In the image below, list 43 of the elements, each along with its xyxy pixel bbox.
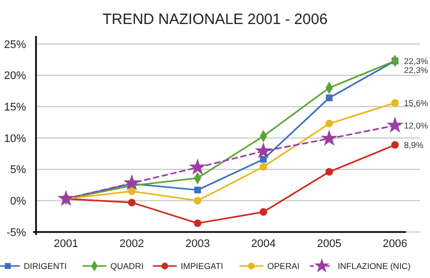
point — [57, 190, 75, 206]
point — [123, 174, 140, 190]
x-tick-label: 2003 — [185, 238, 210, 250]
x-tick-label: 2004 — [251, 238, 276, 250]
y-tick-label: 5% — [10, 164, 26, 176]
point — [325, 120, 333, 128]
point — [194, 196, 202, 204]
x-tick-label: 2001 — [54, 238, 78, 250]
legend-label: DIRIGENTI — [24, 260, 67, 271]
data-label: 15,6% — [404, 98, 429, 108]
y-tick-label: 25% — [4, 38, 26, 51]
y-tick-label: 20% — [4, 70, 26, 82]
y-tick-label: 0% — [10, 196, 26, 208]
point — [194, 219, 202, 228]
y-tick-label: -5% — [6, 226, 26, 239]
data-label: 22,3% — [404, 56, 429, 66]
legend-label: IMPIEGATI — [180, 260, 224, 271]
point — [260, 156, 267, 163]
point — [128, 198, 136, 206]
legend-label: INFLAZIONE (NIC) — [338, 260, 411, 271]
point — [391, 99, 399, 107]
point — [260, 163, 268, 171]
point — [194, 186, 201, 194]
point — [386, 116, 404, 133]
data-label: 22,3% — [404, 64, 429, 75]
point — [254, 142, 272, 158]
point — [260, 208, 268, 216]
point — [189, 158, 206, 175]
legend-label: QUADRI — [110, 260, 144, 271]
y-tick-label: 10% — [4, 132, 26, 145]
data-label: 8,9% — [404, 140, 424, 150]
y-tick-label: 15% — [4, 102, 26, 114]
legend-label: OPERAI — [267, 260, 300, 271]
x-tick-label: 2006 — [382, 238, 408, 250]
x-tick-label: 2002 — [120, 238, 144, 250]
chart-title: TREND NAZIONALE 2001 - 2006 — [102, 11, 328, 28]
point — [325, 168, 333, 176]
point — [128, 187, 136, 196]
x-tick-label: 2005 — [316, 238, 342, 250]
point — [391, 141, 399, 149]
point — [326, 94, 333, 102]
point — [320, 130, 338, 146]
data-label: 12,0% — [404, 120, 429, 130]
